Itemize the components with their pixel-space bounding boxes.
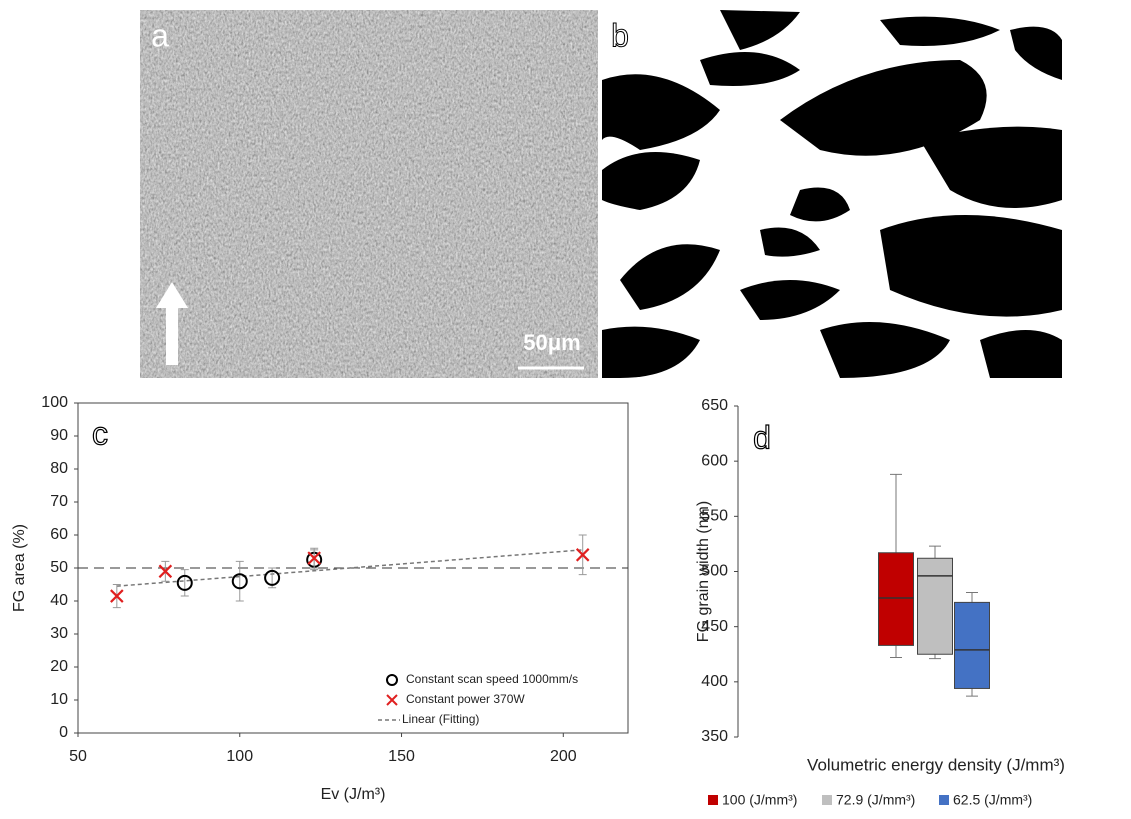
fit-line	[116, 549, 583, 587]
box	[878, 552, 914, 646]
y-tick-label: 30	[50, 625, 68, 642]
y-tick-label: 500	[701, 563, 728, 580]
y-tick-label: 40	[50, 592, 68, 609]
box	[917, 557, 953, 655]
y-axis-label: FG grain width (nm)	[695, 501, 712, 642]
y-tick-label: 600	[701, 452, 728, 469]
x-axis-label: Volumetric energy density (J/mm³)	[807, 755, 1065, 774]
panel-label: b	[611, 17, 629, 53]
y-tick-label: 90	[50, 427, 68, 444]
y-tick-label: 650	[701, 397, 728, 414]
y-tick-label: 50	[50, 559, 68, 576]
box	[954, 601, 990, 689]
legend-label: Linear (Fitting)	[402, 712, 479, 726]
x-tick-label: 50	[69, 748, 87, 765]
legend-marker	[386, 694, 398, 706]
segmentation-map	[602, 10, 1062, 378]
legend-marker	[822, 795, 832, 805]
x-tick-label: 100	[226, 748, 253, 765]
data-point	[158, 564, 173, 579]
x-tick-label: 150	[388, 748, 415, 765]
panel-label: d	[753, 419, 771, 455]
y-tick-label: 80	[50, 460, 68, 477]
data-point	[307, 551, 321, 565]
y-tick-label: 350	[701, 728, 728, 745]
y-tick-label: 550	[701, 508, 728, 525]
data-point	[231, 573, 248, 590]
legend-label: Constant power 370W	[406, 692, 525, 706]
panel-label: c	[92, 415, 108, 451]
legend-marker	[939, 795, 949, 805]
y-tick-label: 0	[59, 724, 68, 741]
x-tick-label: 200	[550, 748, 577, 765]
x-axis-label: Ev (J/m³)	[321, 786, 386, 803]
data-point	[176, 574, 193, 591]
micrograph	[140, 10, 598, 378]
y-axis-label: FG area (%)	[11, 524, 28, 612]
panel-label: a	[151, 17, 169, 53]
data-point	[264, 569, 281, 586]
legend-marker	[708, 795, 718, 805]
y-tick-label: 450	[701, 618, 728, 635]
legend-label: 100 (J/mm³)	[722, 792, 797, 808]
error-bar	[180, 569, 189, 597]
y-tick-label: 20	[50, 658, 68, 675]
y-tick-label: 100	[41, 394, 68, 411]
legend-label: 62.5 (J/mm³)	[953, 792, 1032, 808]
scale-bar-label: 50μm	[523, 330, 581, 355]
error-bar	[235, 560, 244, 602]
y-tick-label: 60	[50, 526, 68, 543]
data-point	[110, 589, 124, 603]
build-direction-arrow	[156, 282, 188, 365]
legend-label: 72.9 (J/mm³)	[836, 792, 915, 808]
data-point	[575, 548, 590, 562]
legend-label: Constant scan speed 1000mm/s	[406, 672, 578, 686]
y-tick-label: 10	[50, 691, 68, 708]
y-tick-label: 400	[701, 673, 728, 690]
y-tick-label: 70	[50, 493, 68, 510]
legend-marker	[386, 674, 398, 686]
